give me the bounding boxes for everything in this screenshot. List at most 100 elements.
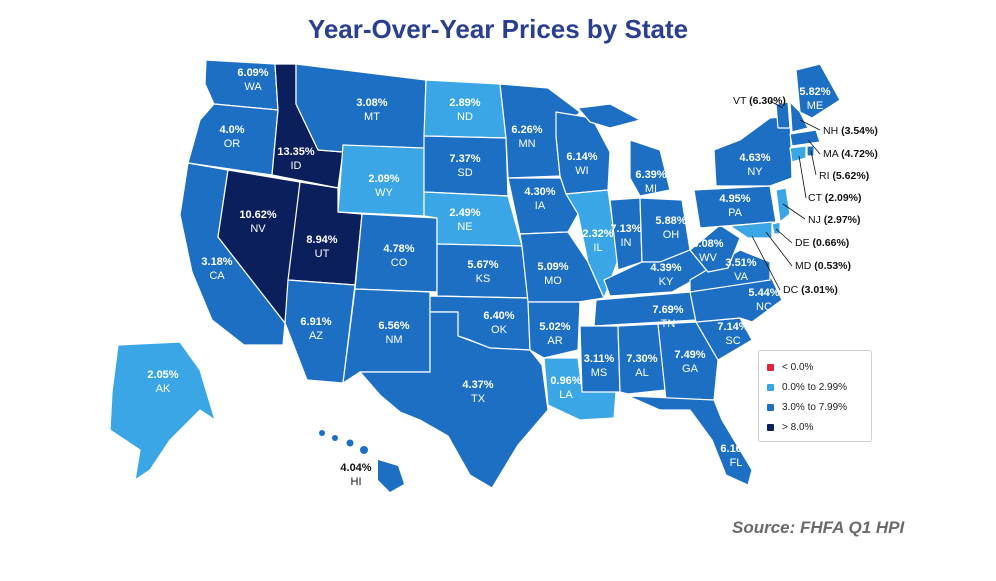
state-abbr-IN: IN <box>621 237 632 249</box>
state-abbr-AK: AK <box>156 383 171 395</box>
state-value-AL: 7.30% <box>626 353 657 365</box>
state-AL <box>617 323 667 395</box>
callout-abbr: MA <box>823 148 841 160</box>
state-abbr-SC: SC <box>725 335 740 347</box>
state-abbr-LA: LA <box>559 389 573 401</box>
callout-abbr: DC <box>783 284 801 296</box>
callout-value: (0.53%) <box>814 260 851 272</box>
state-abbr-MO: MO <box>544 275 562 287</box>
state-value-FL: 6.16% <box>720 443 751 455</box>
state-abbr-ME: ME <box>807 100 824 112</box>
state-value-CO: 4.78% <box>383 243 414 255</box>
state-abbr-MS: MS <box>591 367 608 379</box>
state-value-IL: 2.32% <box>582 228 613 240</box>
state-abbr-ND: ND <box>457 111 473 123</box>
state-abbr-GA: GA <box>682 363 699 375</box>
state-abbr-NE: NE <box>457 221 472 233</box>
state-value-HI: 4.04% <box>340 462 371 474</box>
state-HI <box>319 430 404 492</box>
state-abbr-MI: MI <box>645 183 657 195</box>
state-value-NC: 5.44% <box>748 287 779 299</box>
state-value-CA: 3.18% <box>201 256 232 268</box>
state-abbr-OK: OK <box>491 324 508 336</box>
state-value-ME: 5.82% <box>799 86 830 98</box>
callout-value: (6.30%) <box>749 95 786 107</box>
state-abbr-IL: IL <box>593 242 602 254</box>
legend-item: 3.0% to 7.99% <box>767 397 871 417</box>
callout-DC: DC (3.01%) <box>783 284 838 296</box>
callout-value: (4.72%) <box>841 148 878 160</box>
callout-value: (3.54%) <box>841 125 878 137</box>
state-value-NY: 4.63% <box>739 152 770 164</box>
state-abbr-NV: NV <box>250 223 266 235</box>
state-value-VA: 3.51% <box>725 257 756 269</box>
state-value-IA: 4.30% <box>524 186 555 198</box>
state-value-LA: 0.96% <box>550 375 581 387</box>
state-NH <box>789 101 809 133</box>
state-NY <box>713 115 793 187</box>
state-LA <box>543 357 617 421</box>
state-abbr-WI: WI <box>575 165 588 177</box>
state-DE <box>771 221 781 235</box>
state-value-AR: 5.02% <box>539 321 570 333</box>
map-legend: < 0.0% 0.0% to 2.99% 3.0% to 7.99% > 8.0… <box>758 350 872 442</box>
legend-label: < 0.0% <box>782 361 814 373</box>
state-abbr-WA: WA <box>244 81 262 93</box>
legend-swatch-mid <box>767 403 774 411</box>
state-MI <box>629 139 671 197</box>
state-value-NM: 6.56% <box>378 320 409 332</box>
state-IL <box>565 189 619 299</box>
state-value-NV: 10.62% <box>239 209 277 221</box>
callout-value: (2.97%) <box>824 214 861 226</box>
callout-MD: MD (0.53%) <box>795 260 851 272</box>
state-value-PA: 4.95% <box>719 193 750 205</box>
state-abbr-AR: AR <box>547 335 562 347</box>
state-KS <box>436 243 529 299</box>
state-value-MS: 3.11% <box>584 353 615 365</box>
state-abbr-AL: AL <box>635 367 648 379</box>
legend-item: > 8.0% <box>767 417 871 437</box>
state-abbr-TX: TX <box>471 393 486 405</box>
source-note: Source: FHFA Q1 HPI <box>732 518 905 537</box>
state-ME <box>795 63 841 119</box>
state-abbr-OR: OR <box>224 138 241 150</box>
state-value-AK: 2.05% <box>147 369 178 381</box>
state-abbr-MN: MN <box>518 138 535 150</box>
state-FL <box>627 395 753 486</box>
state-value-OR: 4.0% <box>219 124 244 136</box>
state-value-WV: 6.08% <box>692 238 723 250</box>
state-abbr-IA: IA <box>535 200 546 212</box>
callout-abbr: CT <box>808 192 825 204</box>
state-value-GA: 7.49% <box>674 349 705 361</box>
legend-swatch-high <box>767 423 774 431</box>
legend-label: > 8.0% <box>782 421 814 433</box>
callout-value: (3.01%) <box>801 284 838 296</box>
state-value-NE: 2.49% <box>449 207 480 219</box>
state-ND <box>423 79 507 139</box>
state-RI <box>806 145 815 157</box>
callout-MA: MA (4.72%) <box>823 148 878 160</box>
callout-abbr: VT <box>733 95 749 107</box>
state-abbr-MT: MT <box>364 111 380 123</box>
state-GA <box>657 321 719 401</box>
state-MA <box>789 129 821 147</box>
callout-value: (0.66%) <box>813 237 850 249</box>
state-WV <box>689 224 741 273</box>
state-abbr-NM: NM <box>385 334 402 346</box>
state-value-SC: 7.14% <box>717 321 748 333</box>
callout-RI: RI (5.62%) <box>819 170 869 182</box>
state-value-OH: 5.88% <box>655 215 686 227</box>
state-CT <box>789 145 807 163</box>
state-NE <box>423 191 523 247</box>
callout-NH: NH (3.54%) <box>823 125 878 137</box>
legend-item: 0.0% to 2.99% <box>767 377 871 397</box>
state-MO <box>519 231 605 303</box>
state-abbr-UT: UT <box>315 248 330 260</box>
state-IA <box>507 177 579 235</box>
callout-abbr: MD <box>795 260 814 272</box>
state-abbr-OH: OH <box>663 229 680 241</box>
callout-abbr: NH <box>823 125 841 137</box>
state-TX <box>359 311 549 489</box>
state-NJ <box>775 187 791 223</box>
